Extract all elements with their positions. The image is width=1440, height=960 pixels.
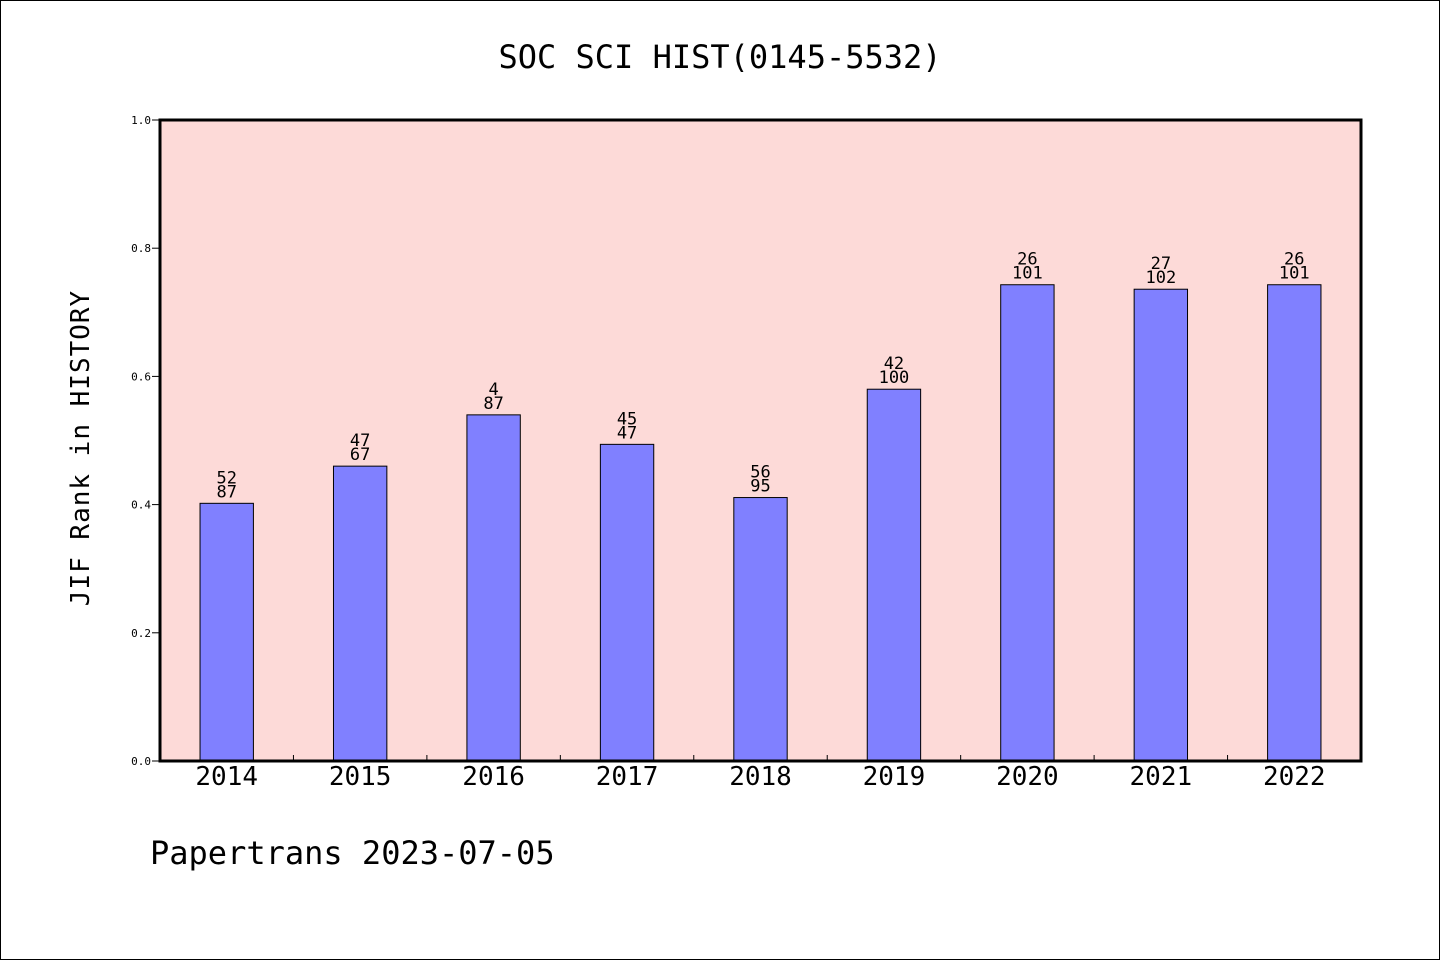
bar-label-bottom-2022: 101 [1279, 264, 1310, 284]
bar-label-top-2014: 52 [216, 468, 236, 488]
y-tick-label: 0.0 [131, 755, 151, 768]
x-tick-label-2022: 2022 [1263, 762, 1326, 792]
y-axis-label: JIF Rank in HISTORY [66, 290, 96, 606]
x-tick-label-2017: 2017 [596, 762, 659, 792]
y-tick-label: 0.6 [131, 370, 151, 383]
y-tick-label: 1.0 [131, 114, 151, 127]
bar-label-top-2021: 27 [1151, 254, 1171, 274]
x-tick-label-2021: 2021 [1130, 762, 1193, 792]
bar-label-bottom-2018: 95 [750, 477, 770, 497]
bar-2015 [332, 465, 388, 762]
bar-label-bottom-2014: 87 [216, 482, 236, 502]
y-tick-label: 0.4 [131, 499, 151, 512]
x-tick-label-2015: 2015 [329, 762, 392, 792]
bar-label-top-2022: 26 [1284, 250, 1304, 270]
bar-label-bottom-2015: 67 [350, 445, 370, 465]
bar-2019 [866, 388, 922, 762]
plot-border [158, 118, 1363, 763]
bar-label-top-2020: 26 [1017, 250, 1037, 270]
bar-label-bottom-2019: 100 [879, 368, 910, 388]
footer-credit: Papertrans 2023-07-05 [150, 834, 555, 872]
bar-label-bottom-2017: 47 [617, 423, 637, 443]
x-tick-label-2019: 2019 [863, 762, 926, 792]
y-tick-label: 0.2 [131, 627, 151, 640]
bar-label-bottom-2021: 102 [1145, 268, 1176, 288]
bar-2017 [599, 443, 655, 762]
bar-label-top-2019: 42 [884, 354, 904, 374]
x-tick-label-2014: 2014 [195, 762, 258, 792]
chart-title: SOC SCI HIST(0145-5532) [498, 38, 941, 76]
y-tick-label: 0.8 [131, 242, 151, 255]
y-axis-ticks: 0.0 0.2 0.4 0.6 0.8 1.0 [131, 114, 160, 768]
bar-label-top-2016: 4 [488, 380, 498, 400]
bar-label-bottom-2016: 87 [483, 394, 503, 414]
bar-2014 [199, 502, 254, 762]
bar-2018 [733, 497, 788, 762]
bar-label-top-2017: 45 [617, 409, 637, 429]
bar-2021 [1133, 288, 1189, 762]
x-tick-label-2018: 2018 [729, 762, 792, 792]
bar-label-top-2018: 56 [750, 463, 770, 483]
x-tick-label-2016: 2016 [462, 762, 525, 792]
bar-2016 [466, 414, 521, 762]
bar-label-top-2015: 47 [350, 431, 370, 451]
x-tick-label-2020: 2020 [996, 762, 1059, 792]
x-axis-ticks: 2014 2015 2016 2017 2018 2019 2020 2021 2022 [195, 755, 1326, 792]
bar-2022 [1267, 284, 1322, 762]
bar-2020 [1000, 284, 1055, 762]
bar-label-bottom-2020: 101 [1012, 264, 1043, 284]
